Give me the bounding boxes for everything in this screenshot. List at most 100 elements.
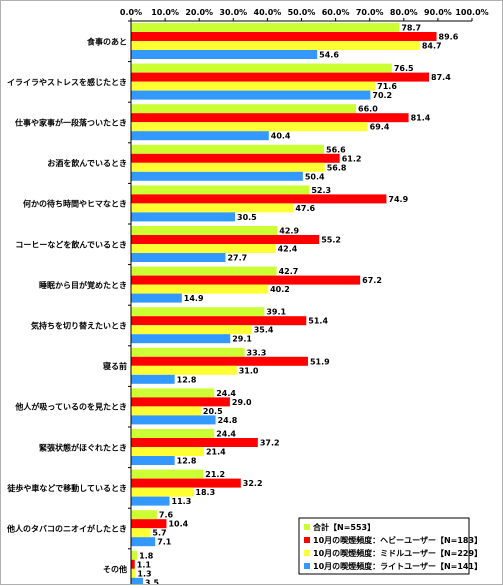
bar xyxy=(131,415,216,425)
category-label: 他人のタバコのニオイがしたとき xyxy=(6,524,127,534)
data-label: 84.7 xyxy=(422,42,442,51)
x-tick-label: 0.0% xyxy=(120,8,142,17)
data-label: 1.8 xyxy=(139,551,154,560)
bar xyxy=(131,122,368,132)
bar xyxy=(131,244,276,253)
data-label: 51.9 xyxy=(310,357,330,366)
bar xyxy=(131,235,320,244)
data-label: 5.7 xyxy=(152,529,166,538)
data-label: 21.2 xyxy=(205,470,225,479)
bar xyxy=(131,162,325,172)
data-label: 24.4 xyxy=(216,430,236,439)
x-tick-label: 40.0% xyxy=(254,8,282,17)
x-tick-label: 90.0% xyxy=(424,8,452,17)
bar xyxy=(131,293,182,303)
category-label: コーヒーなどを飲んでいるとき xyxy=(15,239,127,249)
legend-swatch xyxy=(304,563,310,569)
bar xyxy=(131,365,237,375)
bar xyxy=(131,510,157,520)
category-label: 食事のあと xyxy=(87,36,127,46)
data-label: 1.3 xyxy=(137,569,151,578)
legend-swatch xyxy=(304,524,310,530)
data-label: 11.3 xyxy=(172,497,192,506)
data-label: 7.1 xyxy=(157,538,172,547)
data-label: 81.4 xyxy=(411,114,431,123)
x-tick-label: 100.0% xyxy=(455,8,488,17)
data-label: 42.7 xyxy=(279,267,299,276)
data-label: 14.9 xyxy=(184,294,204,303)
labels-layer: 食事のあと 78.7 89.684.7 54.6 イライラやストレスを感じたとき 76.5… xyxy=(6,24,459,588)
data-label: 87.4 xyxy=(431,73,451,82)
bar xyxy=(131,456,175,465)
x-tick-label: 60.0% xyxy=(322,8,350,17)
data-label: 54.6 xyxy=(319,51,339,60)
bar xyxy=(131,356,308,366)
x-tick-label: 30.0% xyxy=(219,8,247,17)
data-label: 66.0 xyxy=(358,105,378,114)
bar xyxy=(131,487,194,497)
bar xyxy=(131,253,226,262)
data-label: 74.9 xyxy=(388,195,408,204)
x-tick-label: 70.0% xyxy=(356,8,384,17)
data-label: 31.0 xyxy=(239,366,259,375)
x-tick-label: 10.0% xyxy=(151,8,179,17)
legend-label: 10月の喫煙頻度：ライトユーザー【N=141】 xyxy=(313,561,482,571)
bar xyxy=(131,438,258,447)
data-label: 27.7 xyxy=(227,254,247,263)
bar xyxy=(131,519,167,529)
data-label: 56.8 xyxy=(327,163,347,172)
bar xyxy=(131,32,437,41)
data-label: 29.1 xyxy=(232,335,252,344)
bar xyxy=(131,307,265,317)
data-label: 39.1 xyxy=(266,308,286,317)
bar xyxy=(131,81,376,91)
data-label: 67.2 xyxy=(362,276,382,285)
bar xyxy=(131,203,294,213)
category-label: 徒歩や車などで移動しているとき xyxy=(6,483,127,493)
bar xyxy=(131,347,245,357)
bar xyxy=(131,334,231,344)
data-label: 78.7 xyxy=(401,24,421,33)
data-label: 30.5 xyxy=(237,213,257,222)
x-tick-label: 50.0% xyxy=(288,8,316,17)
category-label: 仕事や家事が一段落ついたとき xyxy=(14,118,127,128)
data-label: 70.2 xyxy=(372,91,392,100)
bar xyxy=(131,316,307,326)
bar xyxy=(131,469,204,479)
bar xyxy=(131,131,269,141)
bar xyxy=(131,406,201,416)
x-tick-label: 80.0% xyxy=(390,8,418,17)
category-label: 寝る前 xyxy=(102,361,127,371)
data-label: 3.5 xyxy=(145,578,160,584)
bar xyxy=(131,559,135,569)
bar xyxy=(131,429,215,438)
data-label: 29.0 xyxy=(232,398,252,407)
legend-box xyxy=(298,517,470,575)
bar xyxy=(131,325,252,335)
legend-label: 10月の喫煙頻度：ミドルユーザー【N=229】 xyxy=(313,548,482,558)
data-label: 69.4 xyxy=(370,123,390,132)
bar xyxy=(131,41,420,50)
data-label: 24.4 xyxy=(216,389,236,398)
data-label: 89.6 xyxy=(439,33,459,42)
bar xyxy=(131,50,318,59)
data-label: 42.9 xyxy=(279,227,299,236)
data-label: 35.4 xyxy=(254,326,274,335)
bar xyxy=(131,171,303,181)
data-label: 7.6 xyxy=(159,511,174,520)
data-label: 37.2 xyxy=(260,439,280,448)
category-label: 他人が吸っているのを見たとき xyxy=(14,402,127,412)
data-label: 18.3 xyxy=(195,488,215,497)
bar xyxy=(131,23,400,32)
legend-label: 合計【N=553】 xyxy=(312,522,375,532)
data-label: 51.4 xyxy=(308,317,328,326)
bar xyxy=(131,374,175,384)
category-label: お酒を飲んでいるとき xyxy=(47,158,127,168)
bar xyxy=(131,104,357,114)
data-label: 42.4 xyxy=(278,245,298,254)
legend-label: 10月の喫煙頻度：ヘビーユーザー【N=183】 xyxy=(313,535,482,545)
bar xyxy=(131,550,138,560)
bar xyxy=(131,153,340,163)
